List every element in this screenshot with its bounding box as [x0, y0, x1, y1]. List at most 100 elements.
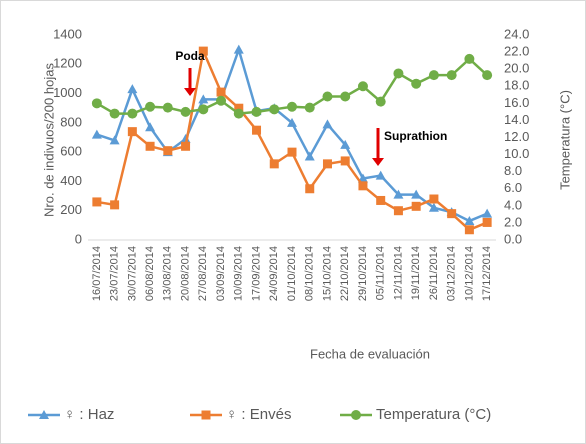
- data-point: [322, 119, 333, 129]
- data-point: [251, 106, 262, 117]
- data-point: [375, 96, 386, 107]
- series: [92, 46, 492, 235]
- x-tick-label: 03/09/2014: [215, 246, 227, 301]
- x-axis-title: Fecha de evaluación: [310, 346, 430, 361]
- y2-tick-label: 18.0: [504, 78, 529, 93]
- data-point: [287, 101, 297, 112]
- data-point: [305, 184, 315, 194]
- y2-tick-label: 2.0: [504, 214, 522, 229]
- data-point: [269, 104, 280, 115]
- data-point: [39, 410, 49, 419]
- y-tick-label: 1200: [53, 56, 82, 71]
- data-point: [145, 122, 156, 132]
- legend-label: ♀ : Haz: [64, 406, 114, 423]
- data-point: [376, 195, 386, 205]
- x-tick-label: 05/11/2014: [375, 246, 387, 300]
- data-point: [393, 206, 403, 216]
- data-point: [429, 194, 439, 204]
- data-point: [216, 87, 226, 97]
- x-tick-label: 06/08/2014: [144, 246, 156, 301]
- x-tick-label: 03/12/2014: [446, 246, 458, 301]
- y-tick-label: 0: [75, 231, 82, 246]
- data-point: [357, 81, 368, 92]
- data-point: [163, 146, 173, 156]
- data-point: [233, 44, 244, 54]
- data-point: [180, 106, 191, 117]
- annotation-arrowhead: [184, 88, 196, 96]
- data-point: [482, 70, 493, 81]
- data-point: [198, 46, 208, 56]
- annotation-arrowhead: [372, 158, 384, 166]
- y2-tick-label: 10.0: [504, 146, 529, 161]
- x-tick-label: 27/08/2014: [197, 246, 209, 301]
- data-point: [91, 98, 102, 109]
- y2-tick-label: 8.0: [504, 163, 522, 178]
- data-point: [428, 70, 439, 81]
- data-point: [375, 170, 386, 180]
- data-point: [145, 101, 156, 112]
- data-point: [127, 108, 138, 119]
- data-point: [252, 125, 262, 135]
- data-point: [322, 159, 332, 169]
- data-point: [91, 129, 102, 139]
- x-tick-label: 17/12/2014: [481, 246, 493, 301]
- y2-tick-label: 24.0: [504, 26, 529, 41]
- x-tick-label: 24/09/2014: [268, 246, 280, 301]
- data-point: [216, 95, 227, 106]
- data-point: [180, 133, 191, 143]
- data-point: [358, 181, 368, 191]
- data-point: [109, 108, 120, 119]
- data-point: [198, 104, 209, 115]
- y-axis-title: Nro. de indivuos/200 hojas: [41, 63, 56, 217]
- annotation: Poda: [175, 49, 205, 63]
- y2-tick-label: 22.0: [504, 44, 529, 59]
- y-tick-label: 800: [60, 114, 82, 129]
- y2-axis-title: Temperatura (°C): [557, 90, 572, 190]
- x-tick-label: 30/07/2014: [126, 246, 138, 301]
- data-point: [287, 147, 297, 157]
- data-point: [92, 197, 102, 207]
- y2-tick-label: 14.0: [504, 112, 529, 127]
- x-tick-label: 15/10/2014: [321, 246, 333, 301]
- y-tick-label: 1400: [53, 26, 82, 41]
- data-point: [464, 225, 474, 235]
- y2-tick-label: 0.0: [504, 231, 522, 246]
- y2-tick-label: 4.0: [504, 197, 522, 212]
- data-point: [447, 209, 457, 219]
- data-point: [482, 208, 493, 218]
- data-point: [145, 141, 155, 151]
- x-tick-label: 23/07/2014: [109, 246, 121, 301]
- data-point: [181, 141, 191, 151]
- data-point: [287, 117, 297, 127]
- data-point: [234, 103, 244, 113]
- x-tick-label: 12/11/2014: [392, 246, 404, 300]
- data-point: [411, 201, 421, 211]
- x-tick-label: 10/09/2014: [233, 246, 245, 301]
- y-tick-label: 600: [60, 144, 82, 159]
- data-point: [304, 151, 315, 161]
- data-point: [428, 202, 439, 212]
- data-point: [198, 94, 209, 104]
- data-point: [304, 102, 315, 113]
- y2-tick-label: 20.0: [504, 61, 529, 76]
- x-tick-label: 29/10/2014: [357, 246, 369, 301]
- data-point: [340, 91, 351, 102]
- y2-tick-label: 12.0: [504, 129, 529, 144]
- data-point: [482, 217, 492, 227]
- series: [91, 53, 493, 119]
- data-point: [322, 91, 333, 102]
- data-point: [464, 215, 475, 225]
- data-point: [340, 156, 350, 166]
- y2-tick-label: 6.0: [504, 180, 522, 195]
- x-tick-label: 13/08/2014: [162, 246, 174, 301]
- data-point: [233, 108, 244, 119]
- y2-tick-label: 16.0: [504, 95, 529, 110]
- data-point: [464, 53, 475, 64]
- data-point: [393, 189, 404, 199]
- y-tick-label: 400: [60, 173, 82, 188]
- data-point: [201, 410, 211, 420]
- y-tick-label: 1000: [53, 85, 82, 100]
- x-tick-label: 16/07/2014: [91, 246, 103, 301]
